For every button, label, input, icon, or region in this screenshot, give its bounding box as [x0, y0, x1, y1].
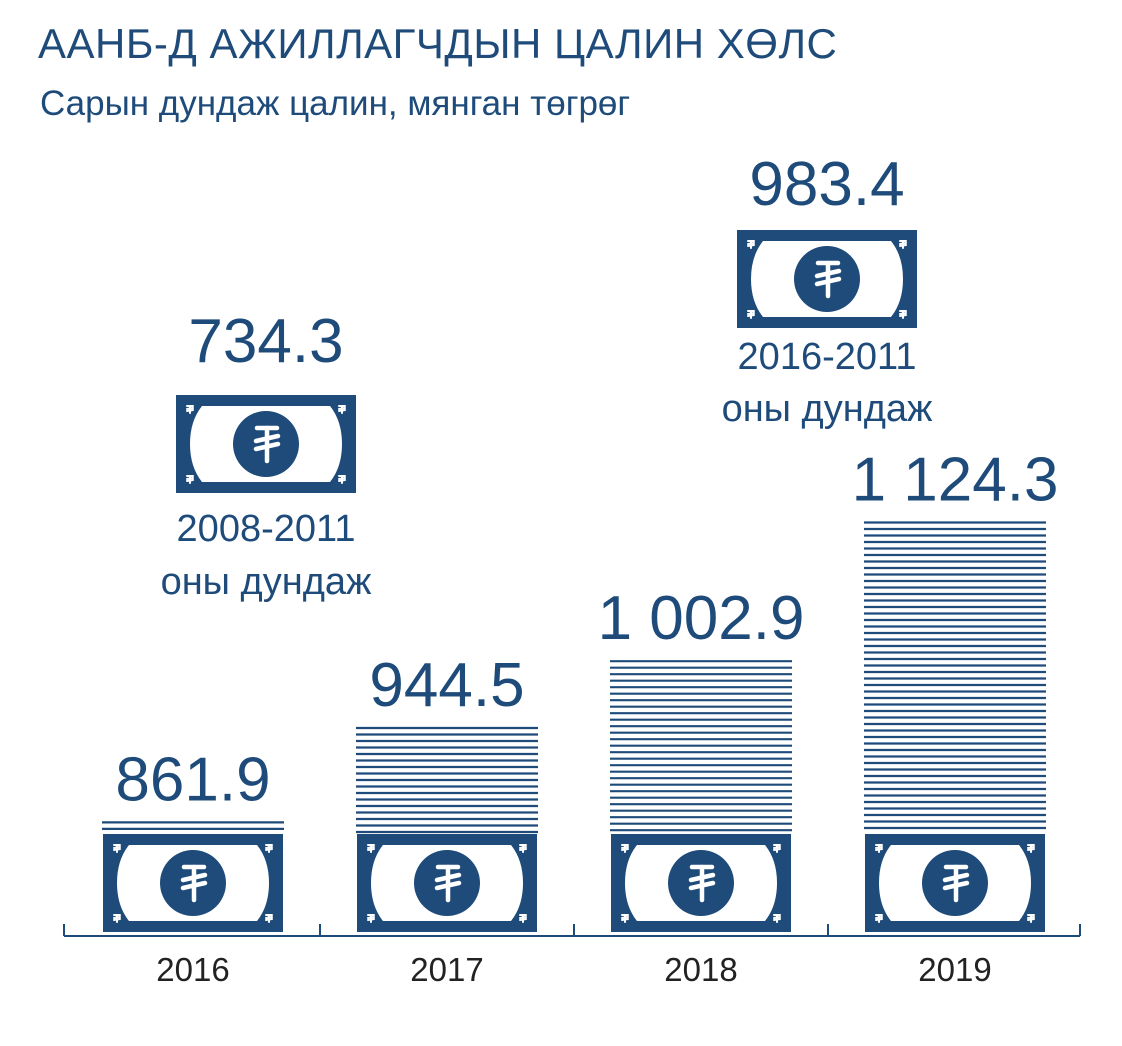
banknote-icon [360, 837, 534, 929]
reference-caption: 2008-2011 [177, 508, 356, 550]
banknote-icon [868, 837, 1042, 929]
value-label-2018: 1 002.9 [598, 584, 805, 653]
bar-2016: 861.9 2016 [102, 745, 284, 988]
reference-value: 734.3 [188, 307, 343, 376]
reference-983.4: 983.4 2016-2011 оны дундаж [722, 150, 933, 430]
bar-2017: 944.5 2017 [356, 651, 538, 988]
x-tick-label-2017: 2017 [410, 951, 483, 988]
value-label-2019: 1 124.3 [852, 446, 1059, 515]
chart-subtitle: Сарын дундаж цалин, мянган төгрөг [40, 84, 631, 123]
bar-2018: 1 002.9 2018 [598, 584, 805, 988]
x-axis [63, 924, 1081, 937]
reference-value: 983.4 [749, 150, 904, 219]
chart-title: ААНБ-Д АЖИЛЛАГЧДЫН ЦАЛИН ХӨЛС [38, 20, 838, 67]
banknote-icon [740, 233, 914, 325]
banknote-icon [106, 837, 280, 929]
banknote-icon [614, 837, 788, 929]
x-tick-label-2016: 2016 [156, 951, 229, 988]
x-tick-label-2019: 2019 [918, 951, 991, 988]
reference-734.3: 734.3 2008-2011 оны дундаж [161, 307, 372, 603]
bar-stack-2017 [356, 726, 538, 834]
bar-stack-2019 [864, 521, 1046, 830]
reference-caption: оны дундаж [161, 561, 372, 603]
reference-caption: оны дундаж [722, 388, 933, 430]
x-tick-label-2018: 2018 [664, 951, 737, 988]
bars: 861.9 2016 944.5 2017 1 002.9 2018 1 124.3 2019 [102, 446, 1059, 989]
bar-stack-2016 [102, 821, 284, 831]
value-label-2017: 944.5 [369, 651, 524, 720]
reference-caption: 2016-2011 [738, 336, 917, 378]
reference-notes: 734.3 2008-2011 оны дундаж 983.4 2016-2011 он… [161, 150, 933, 603]
bar-stack-2018 [610, 660, 792, 832]
value-label-2016: 861.9 [115, 745, 270, 814]
bar-2019: 1 124.3 2019 [852, 446, 1059, 989]
banknote-icon [179, 398, 353, 490]
